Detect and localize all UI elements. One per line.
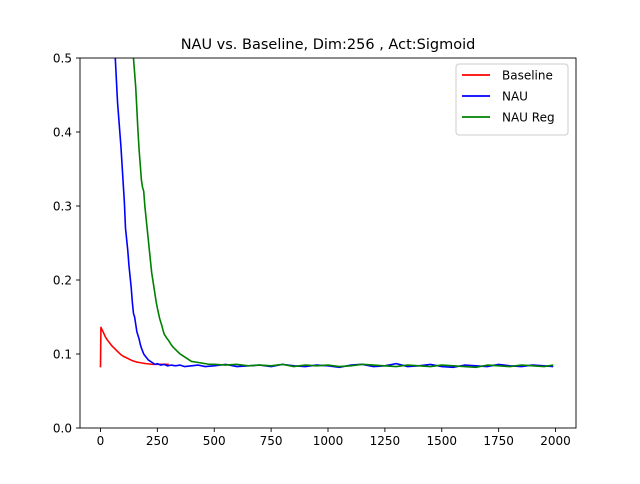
x-tick-label: 250 xyxy=(146,434,169,448)
series-line-nau-reg xyxy=(132,58,554,369)
y-tick-label: 0.5 xyxy=(53,52,72,66)
y-tick-label: 0.4 xyxy=(53,126,72,140)
y-tick-label: 0.3 xyxy=(53,200,72,214)
legend-label-baseline: Baseline xyxy=(502,69,553,83)
chart-title: NAU vs. Baseline, Dim:256 , Act:Sigmoid xyxy=(181,37,476,53)
x-tick-label: 0 xyxy=(97,434,105,448)
series-line-baseline xyxy=(99,326,169,368)
legend-label-nau: NAU xyxy=(502,90,528,104)
y-tick-label: 0.2 xyxy=(53,274,72,288)
x-tick-label: 1500 xyxy=(426,434,457,448)
x-tick-label: 500 xyxy=(203,434,226,448)
y-tick-label: 0.0 xyxy=(53,422,72,436)
legend: Baseline NAU NAU Reg xyxy=(455,63,569,136)
x-tick-label: 1000 xyxy=(313,434,344,448)
legend-label-nau-reg: NAU Reg xyxy=(502,111,555,125)
axes: 0 250 500 750 1000 1250 1500 1750 2000 0.0 0.1 0.2 0… xyxy=(53,52,577,448)
x-tick-label: 1750 xyxy=(483,434,514,448)
y-tick-label: 0.1 xyxy=(53,348,72,362)
x-tick-label: 750 xyxy=(260,434,283,448)
plot-area xyxy=(99,58,554,369)
x-tick-label: 2000 xyxy=(540,434,571,448)
x-tick-label: 1250 xyxy=(370,434,401,448)
